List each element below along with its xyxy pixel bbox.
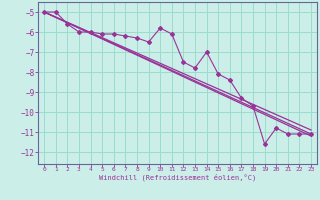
X-axis label: Windchill (Refroidissement éolien,°C): Windchill (Refroidissement éolien,°C) — [99, 174, 256, 181]
